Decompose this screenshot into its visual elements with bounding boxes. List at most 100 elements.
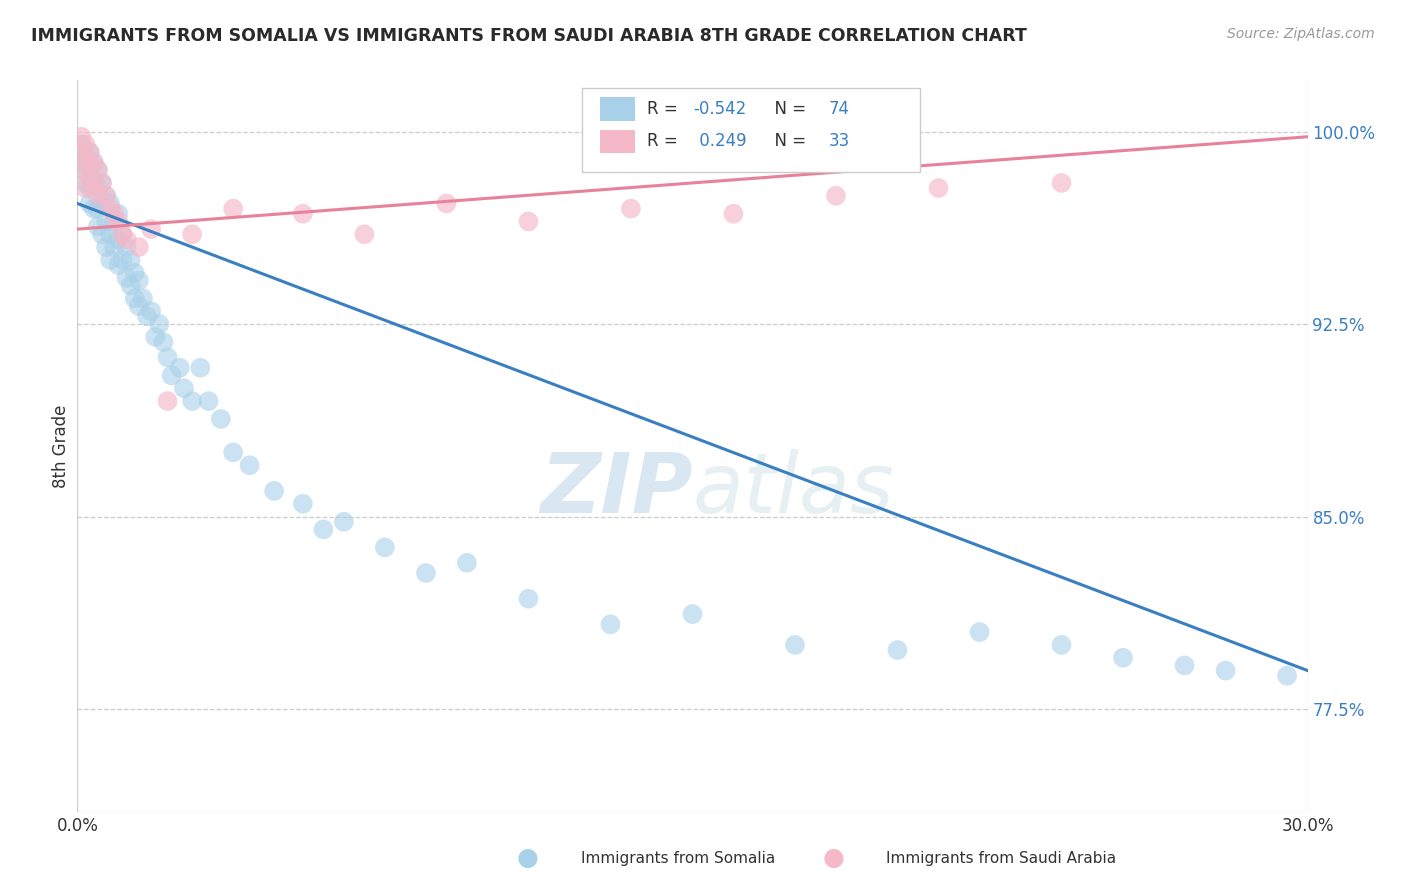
Point xyxy=(115,232,138,246)
Point xyxy=(928,181,950,195)
Point xyxy=(1174,658,1197,673)
Point xyxy=(156,351,179,365)
Point xyxy=(128,240,150,254)
Point xyxy=(1215,664,1237,678)
Point xyxy=(94,240,117,254)
Text: atlas: atlas xyxy=(693,450,894,531)
Point xyxy=(723,207,745,221)
Point xyxy=(173,381,195,395)
Point xyxy=(333,515,356,529)
Point xyxy=(517,214,540,228)
Y-axis label: 8th Grade: 8th Grade xyxy=(52,404,70,488)
Point xyxy=(1112,650,1135,665)
Point xyxy=(517,591,540,606)
Text: 0.249: 0.249 xyxy=(693,132,747,150)
Text: 74: 74 xyxy=(830,100,851,118)
Point xyxy=(141,222,163,236)
Point xyxy=(79,145,101,160)
Text: N =: N = xyxy=(763,132,811,150)
Point xyxy=(79,170,101,185)
Point xyxy=(70,155,93,169)
Point xyxy=(87,163,110,178)
Point xyxy=(70,145,93,160)
Text: ●: ● xyxy=(823,847,845,870)
Text: Source: ZipAtlas.com: Source: ZipAtlas.com xyxy=(1227,27,1375,41)
Point xyxy=(90,176,114,190)
Point xyxy=(374,541,396,555)
Text: N =: N = xyxy=(763,100,811,118)
Point xyxy=(79,181,101,195)
Point xyxy=(83,155,105,169)
Point xyxy=(79,196,101,211)
Point xyxy=(90,196,114,211)
Point xyxy=(143,330,166,344)
Point xyxy=(1050,176,1073,190)
Point xyxy=(98,252,121,267)
Point xyxy=(291,497,314,511)
Point xyxy=(682,607,704,621)
FancyBboxPatch shape xyxy=(582,87,920,171)
Point xyxy=(115,271,138,285)
Point xyxy=(75,181,97,195)
Point xyxy=(436,196,458,211)
Point xyxy=(75,150,97,164)
Point xyxy=(141,304,163,318)
Point xyxy=(111,252,134,267)
Point xyxy=(188,360,212,375)
Point xyxy=(1275,669,1298,683)
FancyBboxPatch shape xyxy=(600,130,634,153)
Point xyxy=(128,273,150,287)
Point xyxy=(79,161,101,175)
Point xyxy=(825,188,848,202)
Point xyxy=(83,202,105,216)
Point xyxy=(75,163,97,178)
Point xyxy=(181,227,204,242)
Point xyxy=(111,227,134,242)
Text: ZIP: ZIP xyxy=(540,450,693,531)
Point xyxy=(103,214,125,228)
Point xyxy=(969,625,991,640)
Point xyxy=(87,219,110,234)
Point xyxy=(79,145,101,160)
Text: ●: ● xyxy=(516,847,538,870)
Point xyxy=(197,394,219,409)
Point xyxy=(115,240,138,254)
Point xyxy=(124,266,146,280)
Point xyxy=(107,232,129,246)
Text: IMMIGRANTS FROM SOMALIA VS IMMIGRANTS FROM SAUDI ARABIA 8TH GRADE CORRELATION CH: IMMIGRANTS FROM SOMALIA VS IMMIGRANTS FR… xyxy=(31,27,1026,45)
Point xyxy=(152,334,174,349)
Point xyxy=(783,638,806,652)
Point xyxy=(181,394,204,409)
Point xyxy=(599,617,621,632)
Point xyxy=(124,292,146,306)
Point xyxy=(75,176,97,190)
Point xyxy=(107,207,129,221)
Point xyxy=(70,163,93,178)
Point xyxy=(169,360,191,375)
Point xyxy=(94,214,117,228)
Point xyxy=(107,214,129,228)
Point xyxy=(209,412,232,426)
Point xyxy=(98,227,121,242)
Text: -0.542: -0.542 xyxy=(693,100,747,118)
Point xyxy=(456,556,478,570)
Point xyxy=(83,155,105,169)
Point xyxy=(263,483,285,498)
Text: R =: R = xyxy=(647,132,683,150)
Point xyxy=(120,278,142,293)
Point xyxy=(94,188,117,202)
Point xyxy=(87,181,110,195)
Point xyxy=(98,196,121,211)
Point xyxy=(90,176,114,190)
Point xyxy=(1050,638,1073,652)
Point xyxy=(103,240,125,254)
Point xyxy=(128,299,150,313)
Point xyxy=(70,137,93,152)
Point xyxy=(87,202,110,216)
Text: Immigrants from Somalia: Immigrants from Somalia xyxy=(581,851,775,865)
Point xyxy=(239,458,262,473)
Point xyxy=(120,252,142,267)
Point xyxy=(415,566,437,580)
Point xyxy=(886,643,908,657)
Point xyxy=(75,155,97,169)
